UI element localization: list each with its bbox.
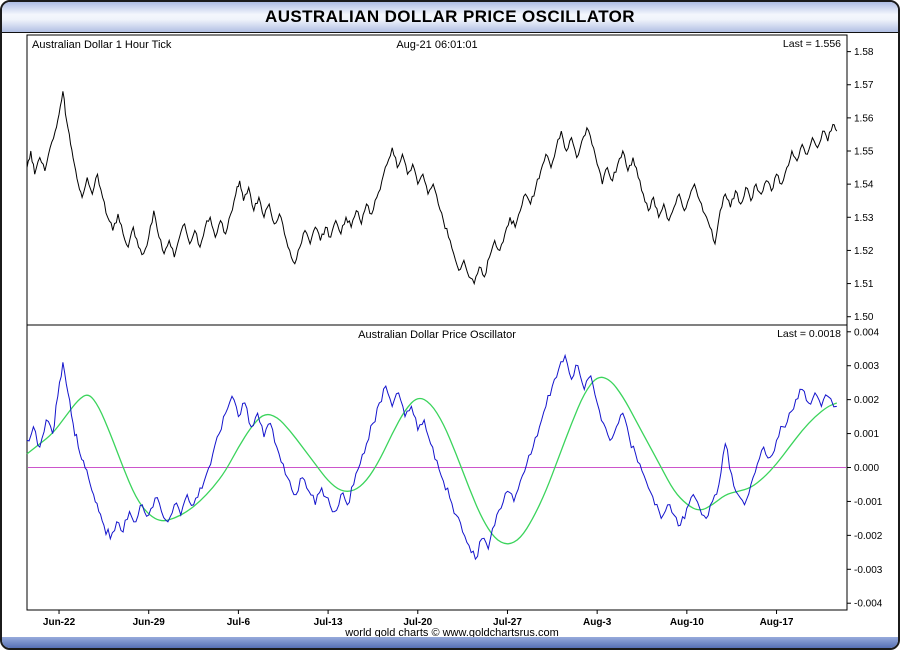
title-bar: AUSTRALIAN DOLLAR PRICE OSCILLATOR [2, 2, 898, 33]
svg-text:1.58: 1.58 [854, 47, 874, 58]
svg-text:0.004: 0.004 [854, 327, 879, 338]
bottom-bar [2, 637, 898, 648]
svg-text:1.50: 1.50 [854, 312, 874, 323]
svg-text:-0.001: -0.001 [854, 497, 883, 508]
svg-text:1.51: 1.51 [854, 279, 874, 290]
price-panel-label: Australian Dollar 1 Hour Tick [32, 39, 172, 51]
svg-text:1.54: 1.54 [854, 180, 874, 191]
svg-text:1.57: 1.57 [854, 80, 874, 91]
svg-text:-0.003: -0.003 [854, 565, 883, 576]
svg-text:-0.004: -0.004 [854, 599, 883, 610]
svg-text:1.53: 1.53 [854, 213, 874, 224]
svg-text:0.003: 0.003 [854, 361, 879, 372]
svg-text:0.001: 0.001 [854, 429, 879, 440]
svg-text:-0.002: -0.002 [854, 531, 883, 542]
oscillator-last-value: Last = 0.0018 [777, 328, 841, 340]
svg-text:0.002: 0.002 [854, 395, 879, 406]
price-last-value: Last = 1.556 [782, 38, 841, 50]
svg-text:1.52: 1.52 [854, 246, 874, 257]
page-title: AUSTRALIAN DOLLAR PRICE OSCILLATOR [265, 7, 635, 26]
svg-text:1.55: 1.55 [854, 147, 874, 158]
svg-text:1.56: 1.56 [854, 113, 874, 124]
svg-text:0.000: 0.000 [854, 463, 879, 474]
credit-line: world gold charts © www.goldchartsrus.co… [345, 627, 559, 639]
oscillator-panel-title: Australian Dollar Price Oscillator [358, 329, 516, 341]
timestamp-label: Aug-21 06:01:01 [396, 39, 478, 51]
